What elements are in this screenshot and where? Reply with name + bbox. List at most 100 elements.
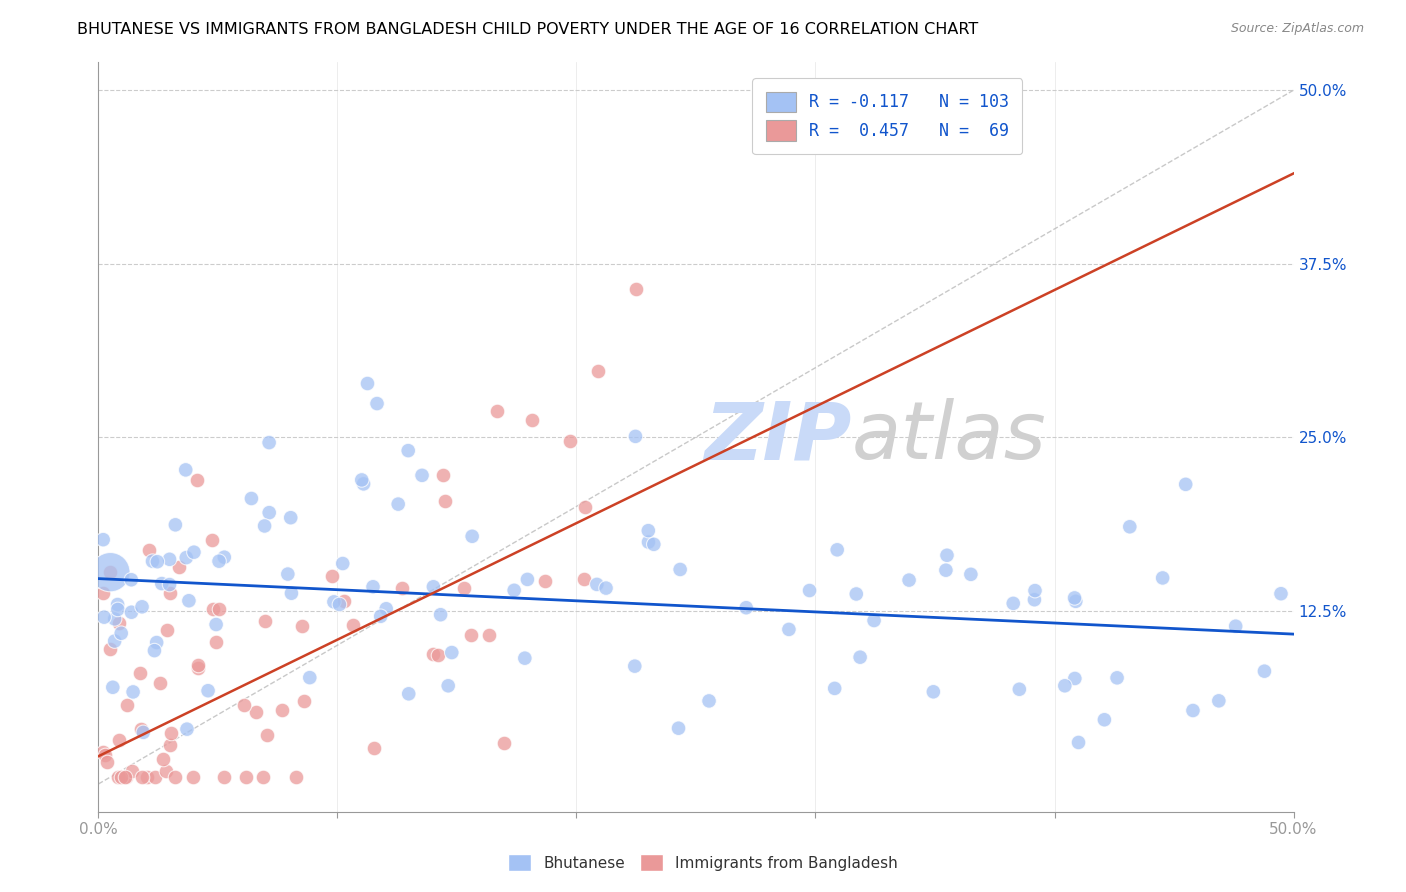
Point [163,770,186,784]
Point [574,500,596,514]
Point [1225,619,1247,633]
Point [114,770,136,784]
Legend: R = -0.117   N = 103, R =  0.457   N =  69: R = -0.117 N = 103, R = 0.457 N = 69 [752,78,1022,154]
Point [253,519,276,533]
Point [398,687,420,701]
Point [1107,671,1129,685]
Text: Source: ZipAtlas.com: Source: ZipAtlas.com [1230,22,1364,36]
Point [799,583,821,598]
Point [271,703,294,717]
Point [214,550,236,565]
Point [91,533,114,547]
Point [825,542,848,557]
Point [669,562,692,576]
Point [136,770,159,784]
Point [432,468,454,483]
Point [93,748,115,763]
Point [174,550,197,565]
Point [366,396,388,410]
Point [516,573,538,587]
Point [350,473,373,487]
Point [208,602,231,616]
Point [285,770,308,784]
Point [212,770,235,784]
Point [108,615,131,630]
Point [396,443,419,458]
Point [110,770,132,784]
Point [233,698,256,712]
Point [422,647,444,661]
Point [176,722,198,736]
Point [160,726,183,740]
Point [1067,735,1090,749]
Point [121,764,143,778]
Point [174,463,197,477]
Point [588,364,610,378]
Point [187,658,209,673]
Point [623,659,645,673]
Point [167,560,190,574]
Point [637,524,659,538]
Point [186,473,208,487]
Point [107,602,129,616]
Point [333,594,356,608]
Point [165,517,187,532]
Point [98,565,121,579]
Point [252,770,274,784]
Point [433,494,456,508]
Point [960,567,983,582]
Point [1092,713,1115,727]
Point [145,770,167,784]
Point [98,641,121,656]
Point [1063,672,1085,686]
Point [159,552,181,566]
Point [845,587,868,601]
Point [91,746,114,760]
Point [245,705,267,719]
Point [104,634,127,648]
Point [595,581,617,595]
Point [849,650,872,665]
Point [778,623,800,637]
Point [624,429,647,443]
Point [257,506,280,520]
Point [201,533,224,548]
Point [534,574,557,588]
Point [558,434,581,449]
Point [181,770,204,784]
Point [201,601,224,615]
Point [1253,664,1275,678]
Point [898,573,921,587]
Point [668,721,690,735]
Point [824,681,846,696]
Point [1152,571,1174,585]
Point [1024,583,1046,598]
Point [332,557,354,571]
Text: atlas: atlas [852,398,1046,476]
Point [152,752,174,766]
Point [107,598,129,612]
Point [177,593,200,607]
Point [361,580,384,594]
Point [572,572,595,586]
Point [440,646,463,660]
Point [624,282,647,296]
Point [256,728,278,742]
Point [159,586,181,600]
Point [101,681,124,695]
Point [240,491,263,506]
Point [187,661,209,675]
Legend: Bhutanese, Immigrants from Bangladesh: Bhutanese, Immigrants from Bangladesh [502,848,904,877]
Point [129,666,152,681]
Point [205,617,228,632]
Point [292,694,315,708]
Point [461,529,484,543]
Point [143,643,166,657]
Point [205,635,228,649]
Point [1208,694,1230,708]
Point [141,554,163,568]
Point [478,628,501,642]
Point [120,605,142,619]
Point [353,476,375,491]
Point [1270,587,1292,601]
